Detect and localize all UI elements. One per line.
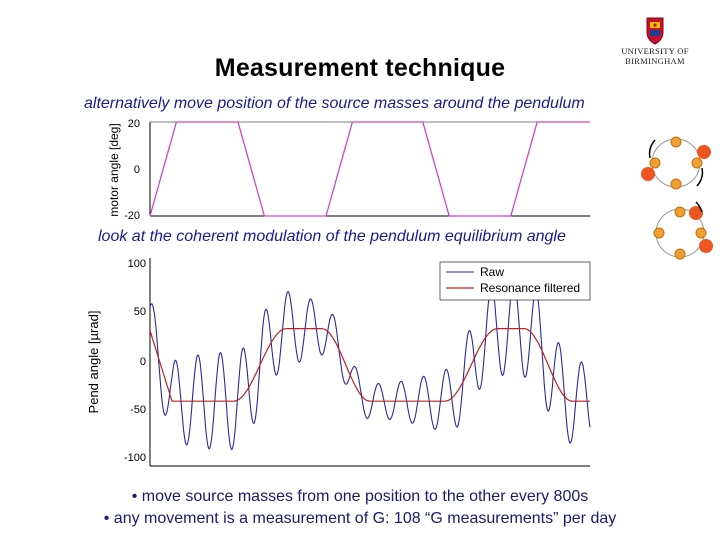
- bullet-list: • move source masses from one position t…: [0, 486, 720, 530]
- legend-raw: Raw: [480, 265, 504, 279]
- motor-ylabel: motor angle [deg]: [107, 123, 121, 216]
- legend-filtered: Resonance filtered: [480, 281, 580, 295]
- university-logo: UNIVERSITY OF BIRMINGHAM: [620, 16, 690, 72]
- crest-icon: [646, 17, 664, 45]
- subtitle-source-masses: alternatively move position of the sourc…: [84, 95, 585, 112]
- source-mass-icon: [699, 239, 713, 253]
- bullet-item: • move source masses from one position t…: [131, 488, 589, 505]
- source-mass-icon: [697, 145, 711, 159]
- motor-ytick-mid: 0: [134, 164, 140, 176]
- filtered-series: [149, 328, 590, 402]
- motor-ytick-top: 20: [128, 118, 140, 130]
- subtitle-modulation: look at the coherent modulation of the p…: [98, 228, 566, 245]
- rotate-arrow-icon: [696, 167, 704, 187]
- pend-ylabel: Pend angle [µrad]: [86, 311, 101, 414]
- pendulum-legend: Raw Resonance filtered: [439, 261, 591, 301]
- page-title: Measurement technique: [214, 54, 506, 82]
- mass-diagram-bottom: [653, 201, 713, 260]
- pend-ytick-100: 100: [128, 258, 146, 270]
- source-mass-icon: [689, 206, 703, 220]
- mass-diagram-top: [641, 136, 711, 190]
- motor-angle-series: [149, 121, 590, 217]
- pendulum-axes: [149, 258, 590, 467]
- rotate-arrow-icon: [695, 201, 703, 213]
- pend-ytick-50: 50: [134, 306, 146, 318]
- motor-angle-axes: [149, 121, 590, 217]
- pend-ytick-neg50: -50: [130, 404, 146, 416]
- pend-ytick-0: 0: [140, 356, 146, 368]
- pend-ytick-neg100: -100: [124, 452, 146, 464]
- source-mass-icon: [641, 167, 655, 181]
- raw-series: [149, 279, 591, 451]
- rotate-arrow-icon: [648, 139, 656, 159]
- motor-ytick-bottom: -20: [124, 210, 140, 222]
- logo-line-1: UNIVERSITY OF: [621, 46, 689, 56]
- bullet-item: • any movement is a measurement of G: 10…: [103, 510, 617, 527]
- logo-line-2: BIRMINGHAM: [625, 56, 685, 66]
